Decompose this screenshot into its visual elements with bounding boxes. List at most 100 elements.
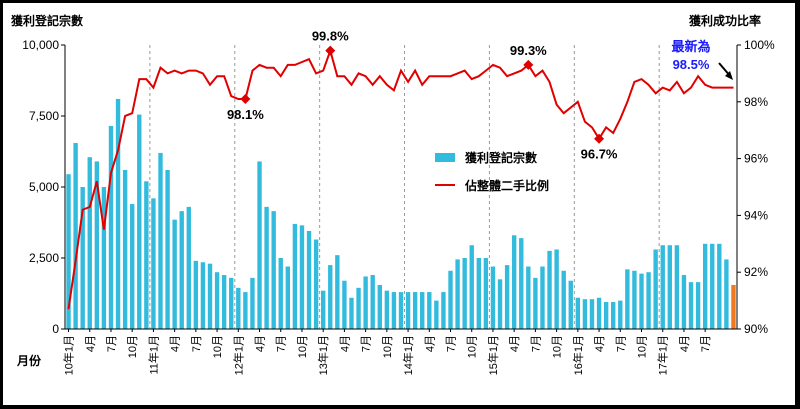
bar	[589, 299, 595, 329]
bar	[660, 245, 665, 329]
bar	[405, 292, 411, 329]
bar	[264, 206, 269, 329]
bar	[483, 258, 489, 329]
x-tick-label: 4月	[170, 335, 182, 352]
bar	[299, 225, 305, 329]
bar	[137, 114, 142, 329]
x-tick-label: 7月	[446, 335, 458, 352]
annotations: 98.1% 99.8% 99.3% 96.7%	[227, 29, 618, 162]
bar	[667, 245, 672, 329]
bar	[363, 276, 368, 329]
x-tick-label: 17年1月	[656, 335, 670, 375]
legend-label-line: 佔整體二手比例	[464, 178, 549, 193]
bar	[122, 169, 128, 329]
bar	[179, 211, 184, 329]
bar	[427, 292, 432, 329]
bar	[370, 275, 375, 329]
arrow-head-icon	[725, 71, 733, 80]
x-tick-label: 11年1月	[146, 335, 160, 375]
left-tick-label: 5,000	[29, 180, 59, 194]
bar	[632, 270, 637, 329]
x-tick-label: 10月	[297, 335, 309, 358]
bar	[257, 161, 262, 329]
annotation-label: 96.7%	[581, 147, 618, 162]
right-axis-title: 獲利成功比率	[689, 13, 761, 28]
bar	[356, 287, 361, 329]
bar	[688, 282, 694, 329]
bar	[526, 266, 531, 329]
x-tick-label: 7月	[191, 335, 203, 352]
bar	[243, 292, 248, 329]
bar	[533, 277, 538, 329]
x-tick-label: 10月	[127, 335, 139, 358]
bar	[335, 255, 340, 329]
x-tick-label: 10月	[637, 335, 649, 358]
annotation-label: 99.8%	[312, 29, 349, 44]
bar	[646, 272, 651, 329]
x-tick-label: 7月	[530, 335, 542, 352]
bar	[207, 263, 213, 329]
bar	[313, 239, 319, 329]
bar	[87, 157, 92, 329]
x-tick-label: 4月	[255, 335, 267, 352]
axes: 10,000 7,500 5,000 2,500 0 100% 98% 96% 94% 92% 90…	[22, 38, 775, 375]
x-tick-label: 4月	[509, 335, 521, 352]
annotation-label: 99.3%	[510, 43, 547, 58]
bar	[420, 292, 425, 329]
chart-panel: 10,000 7,500 5,000 2,500 0 100% 98% 96% 94% 92% 90…	[3, 3, 795, 405]
bar	[681, 275, 687, 329]
bar	[151, 198, 156, 329]
bar	[101, 187, 107, 329]
bar	[575, 297, 581, 329]
bar	[596, 297, 602, 329]
bar	[115, 98, 121, 330]
bar	[193, 260, 199, 329]
bar	[674, 245, 680, 329]
bar	[306, 231, 312, 329]
x-tick-label: 4月	[339, 335, 351, 352]
bar	[511, 235, 517, 329]
x-tick-label: 13年1月	[316, 335, 330, 375]
bar	[221, 275, 227, 329]
x-tick-label: 4月	[424, 335, 436, 352]
x-tick-label: 10月	[212, 335, 224, 358]
x-tick-label: 4月	[679, 335, 691, 352]
bar	[384, 290, 390, 329]
right-tick-label: 90%	[744, 322, 768, 336]
bar	[200, 262, 206, 329]
left-tick-label: 7,500	[29, 109, 59, 123]
x-tick-label: 7月	[276, 335, 288, 352]
x-tick-label: 10年1月	[62, 335, 76, 375]
bar	[214, 272, 220, 329]
bar	[540, 266, 545, 329]
bar	[448, 270, 453, 329]
bar	[702, 243, 708, 329]
annotation-marker	[325, 45, 336, 56]
x-tick-label: 4月	[594, 335, 606, 352]
bar	[476, 258, 482, 329]
left-axis-title: 獲利登記宗數	[11, 13, 83, 28]
bar	[172, 219, 177, 329]
ratio-line	[67, 47, 734, 310]
x-tick-label: 15年1月	[486, 335, 500, 375]
bar	[561, 270, 566, 329]
bar	[554, 249, 559, 329]
bar	[320, 290, 326, 329]
bar	[469, 245, 474, 329]
right-tick-label: 92%	[744, 265, 768, 279]
bar	[292, 223, 298, 329]
right-tick-label: 100%	[744, 38, 775, 52]
right-tick-label: 96%	[744, 152, 768, 166]
x-tick-label: 12年1月	[231, 335, 245, 375]
bar	[455, 259, 460, 329]
bar	[625, 269, 630, 329]
bar	[342, 280, 347, 329]
latest-note-value: 98.5%	[673, 57, 710, 72]
bar	[724, 259, 729, 329]
bar	[497, 279, 503, 329]
bar	[285, 266, 291, 329]
left-tick-label: 0	[52, 322, 59, 336]
bar	[278, 258, 283, 329]
combo-chart: 10,000 7,500 5,000 2,500 0 100% 98% 96% 94% 92% 90…	[11, 13, 775, 375]
bar	[639, 273, 644, 329]
